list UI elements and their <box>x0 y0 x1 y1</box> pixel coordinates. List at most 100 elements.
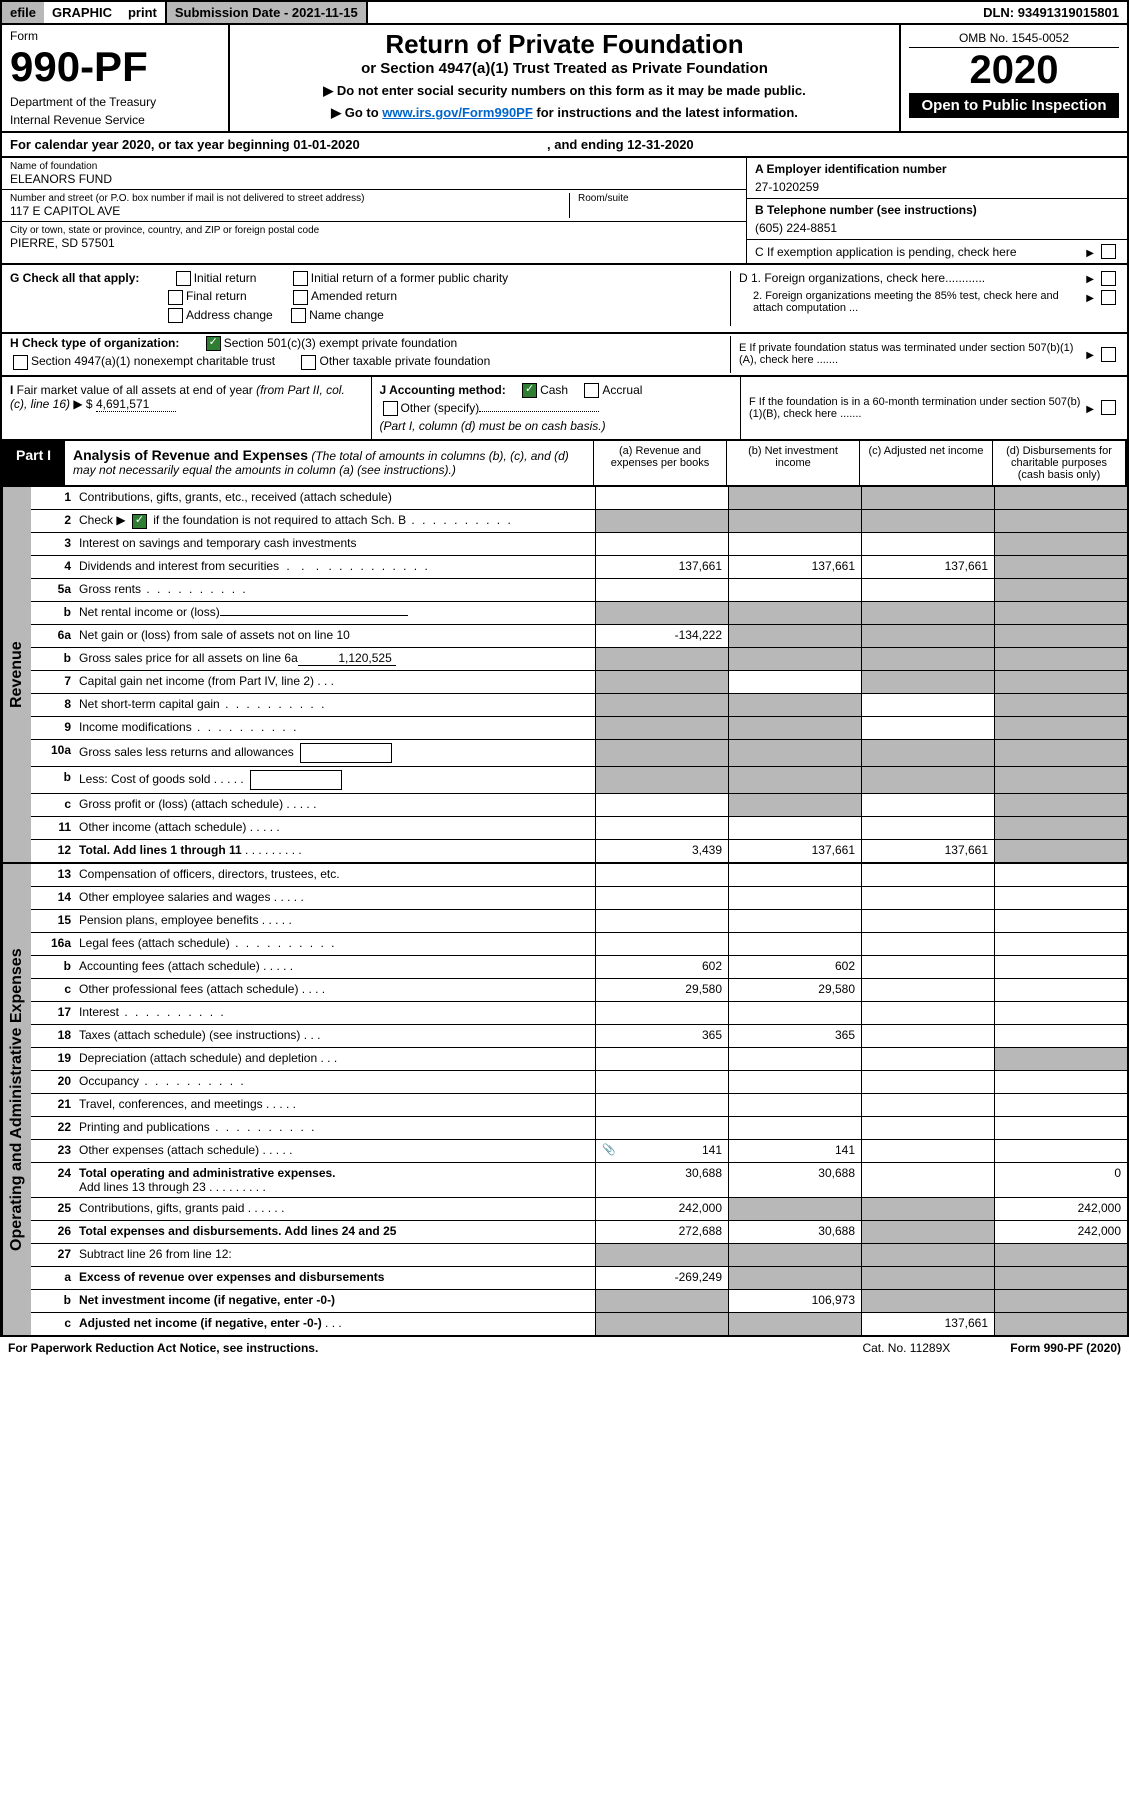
row-27: Subtract line 26 from line 12: <box>75 1244 595 1266</box>
row-18: Taxes (attach schedule) (see instruction… <box>75 1025 595 1047</box>
room-label: Room/suite <box>578 193 738 204</box>
submission-date: Submission Date - 2021-11-15 <box>165 2 368 23</box>
telephone: (605) 224-8851 <box>755 221 1119 235</box>
row-7: Capital gain net income (from Part IV, l… <box>75 671 595 693</box>
row-10b: Less: Cost of goods sold . . . . . <box>75 767 595 793</box>
row-8: Net short-term capital gain <box>75 694 595 716</box>
row-19: Depreciation (attach schedule) and deple… <box>75 1048 595 1070</box>
row-17: Interest <box>75 1002 595 1024</box>
expenses-table: Operating and Administrative Expenses 13… <box>0 864 1129 1337</box>
j-note: (Part I, column (d) must be on cash basi… <box>380 419 733 433</box>
part1-desc: Analysis of Revenue and Expenses (The to… <box>65 441 593 485</box>
ein-label: A Employer identification number <box>755 162 947 176</box>
form-subtitle: or Section 4947(a)(1) Trust Treated as P… <box>238 60 891 77</box>
col-c-hdr: (c) Adjusted net income <box>859 441 992 485</box>
chk-501c3[interactable] <box>206 336 221 351</box>
addr-label: Number and street (or P.O. box number if… <box>10 193 569 204</box>
j-label: J Accounting method: <box>380 383 506 397</box>
row-11: Other income (attach schedule) . . . . . <box>75 817 595 839</box>
part1-label: Part I <box>2 441 65 485</box>
open-public: Open to Public Inspection <box>909 93 1119 118</box>
pending-checkbox[interactable] <box>1101 244 1116 259</box>
chk-schb[interactable] <box>132 514 147 529</box>
row-21: Travel, conferences, and meetings . . . … <box>75 1094 595 1116</box>
chk-name[interactable] <box>291 308 306 323</box>
omb-number: OMB No. 1545-0052 <box>909 29 1119 48</box>
name-label: Name of foundation <box>10 161 738 172</box>
chk-initial-former[interactable] <box>293 271 308 286</box>
foundation-name: ELEANORS FUND <box>10 172 738 186</box>
row-4: Dividends and interest from securities .… <box>75 556 595 578</box>
chk-initial[interactable] <box>176 271 191 286</box>
dept-irs: Internal Revenue Service <box>10 113 220 127</box>
chk-address[interactable] <box>168 308 183 323</box>
header-bar: efile GRAPHIC print Submission Date - 20… <box>0 0 1129 25</box>
g-label: G Check all that apply: <box>10 271 139 285</box>
city-label: City or town, state or province, country… <box>10 225 738 236</box>
efile-label: efile <box>2 2 44 23</box>
print-label[interactable]: print <box>120 2 165 23</box>
i-value: 4,691,571 <box>96 397 176 412</box>
row-26: Total expenses and disbursements. Add li… <box>75 1221 595 1243</box>
pending-label: C If exemption application is pending, c… <box>755 245 1082 259</box>
h-label: H Check type of organization: <box>10 336 179 350</box>
row-16b: Accounting fees (attach schedule) . . . … <box>75 956 595 978</box>
chk-e[interactable] <box>1101 347 1116 362</box>
row-25: Contributions, gifts, grants paid . . . … <box>75 1198 595 1220</box>
row-10c: Gross profit or (loss) (attach schedule)… <box>75 794 595 816</box>
chk-accrual[interactable] <box>584 383 599 398</box>
footer: For Paperwork Reduction Act Notice, see … <box>0 1337 1129 1359</box>
chk-other-tax[interactable] <box>301 355 316 370</box>
form-ref: Form 990-PF (2020) <box>1010 1341 1121 1355</box>
chk-4947[interactable] <box>13 355 28 370</box>
col-a-hdr: (a) Revenue and expenses per books <box>593 441 726 485</box>
chk-d1[interactable] <box>1101 271 1116 286</box>
row-15: Pension plans, employee benefits . . . .… <box>75 910 595 932</box>
row-23: Other expenses (attach schedule) . . . .… <box>75 1140 595 1162</box>
e-label: E If private foundation status was termi… <box>739 342 1082 366</box>
revenue-side-label: Revenue <box>2 487 31 862</box>
dept-treasury: Department of the Treasury <box>10 95 220 109</box>
row-14: Other employee salaries and wages . . . … <box>75 887 595 909</box>
calendar-year-line: For calendar year 2020, or tax year begi… <box>0 133 1129 158</box>
chk-amended[interactable] <box>293 290 308 305</box>
chk-f[interactable] <box>1101 400 1116 415</box>
graphic-label[interactable]: GRAPHIC <box>44 2 120 23</box>
chk-other-method[interactable] <box>383 401 398 416</box>
chk-d2[interactable] <box>1101 290 1116 305</box>
i-label: I Fair market value of all assets at end… <box>10 383 345 411</box>
form-title: Return of Private Foundation <box>238 29 891 60</box>
row-24: Total operating and administrative expen… <box>75 1163 595 1197</box>
tax-year: 2020 <box>909 48 1119 93</box>
row-3: Interest on savings and temporary cash i… <box>75 533 595 555</box>
row-5a: Gross rents <box>75 579 595 601</box>
col-d-hdr: (d) Disbursements for charitable purpose… <box>992 441 1125 485</box>
col-b-hdr: (b) Net investment income <box>726 441 859 485</box>
entity-block: Name of foundation ELEANORS FUND Number … <box>0 158 1129 265</box>
revenue-table: Revenue 1Contributions, gifts, grants, e… <box>0 487 1129 864</box>
form-instr-1: ▶ Do not enter social security numbers o… <box>238 83 891 99</box>
form-number: 990-PF <box>10 43 220 91</box>
city: PIERRE, SD 57501 <box>10 236 738 250</box>
chk-cash[interactable] <box>522 383 537 398</box>
tel-label: B Telephone number (see instructions) <box>755 203 977 217</box>
row-1: Contributions, gifts, grants, etc., rece… <box>75 487 595 509</box>
section-h-e: H Check type of organization: Section 50… <box>0 334 1129 377</box>
f-label: F If the foundation is in a 60-month ter… <box>749 396 1082 420</box>
address: 117 E CAPITOL AVE <box>10 204 569 218</box>
form-header: Form 990-PF Department of the Treasury I… <box>0 25 1129 133</box>
row-16c: Other professional fees (attach schedule… <box>75 979 595 1001</box>
chk-final[interactable] <box>168 290 183 305</box>
row-6b: Gross sales price for all assets on line… <box>75 648 595 670</box>
part1-header: Part I Analysis of Revenue and Expenses … <box>0 441 1129 487</box>
row-13: Compensation of officers, directors, tru… <box>75 864 595 886</box>
cat-no: Cat. No. 11289X <box>862 1341 950 1355</box>
row-27c: Adjusted net income (if negative, enter … <box>75 1313 595 1335</box>
row-27b: Net investment income (if negative, ente… <box>75 1290 595 1312</box>
row-10a: Gross sales less returns and allowances <box>75 740 595 766</box>
expenses-side-label: Operating and Administrative Expenses <box>2 864 31 1335</box>
row-20: Occupancy <box>75 1071 595 1093</box>
d1-label: D 1. Foreign organizations, check here..… <box>739 271 1082 286</box>
dln: DLN: 93491319015801 <box>975 2 1127 23</box>
form-link[interactable]: www.irs.gov/Form990PF <box>382 105 533 120</box>
